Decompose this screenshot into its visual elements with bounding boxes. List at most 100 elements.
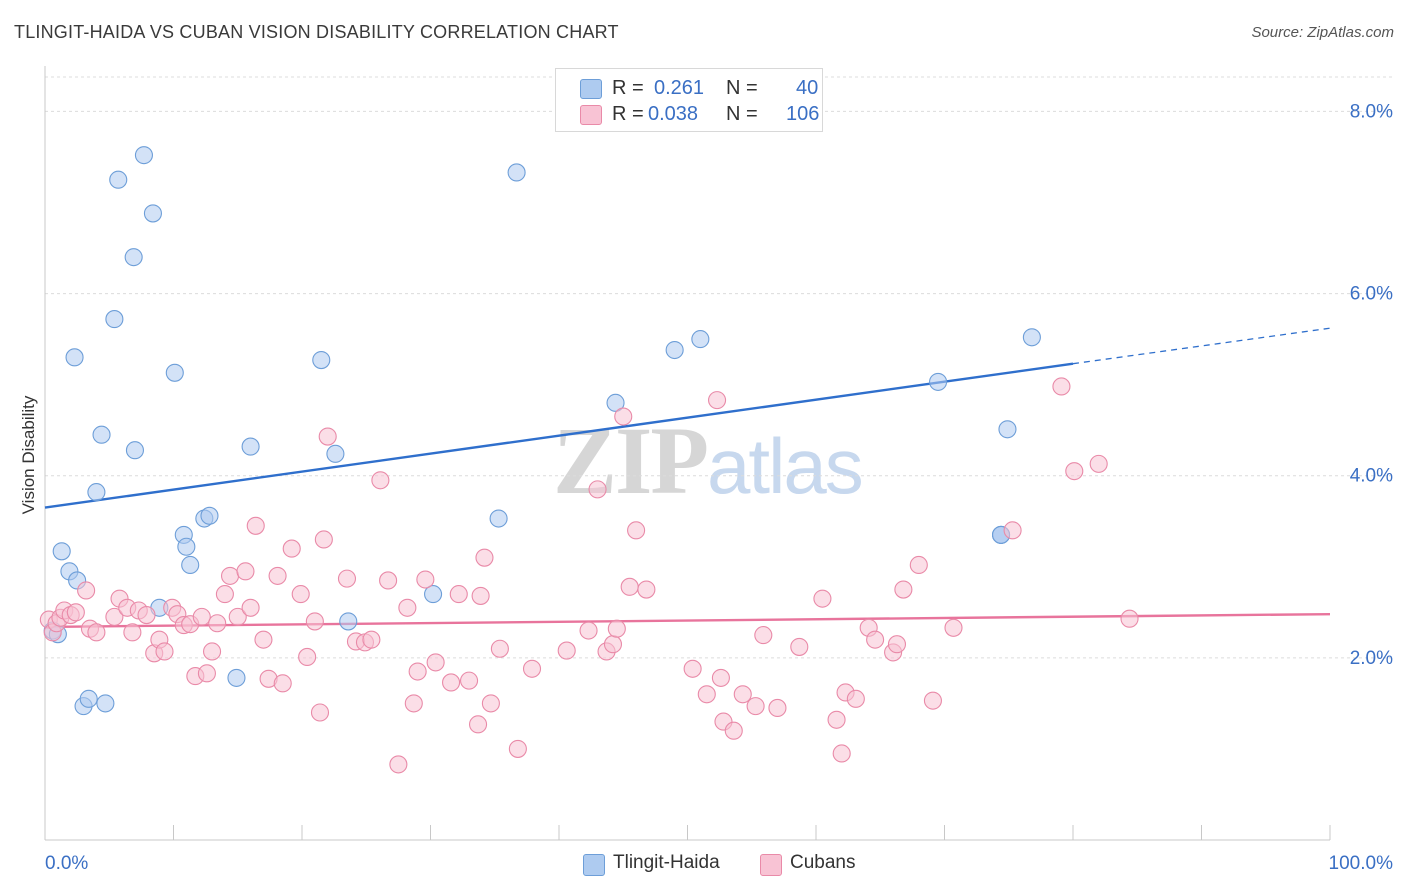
cubans-point [310,703,330,722]
cubans-point [468,715,488,734]
cubans-point [398,598,417,617]
cubans-point [475,548,494,567]
cubans-point [846,689,865,708]
cubans-point [282,539,301,558]
cubans-point [813,589,832,608]
cubans-point [371,471,390,490]
cubans-point [246,516,265,535]
tlingit-haida-point [65,348,84,367]
legend-r-label: R = [612,103,644,125]
cubans-point [909,555,928,575]
bottom-legend-label: Cubans [790,852,856,873]
cubans-point [557,641,576,660]
bottom-legend-label: Tlingit-Haida [613,852,720,873]
cubans-point [508,739,527,758]
cubans-point [1003,521,1022,540]
cubans-point [944,618,963,637]
cubans-point [711,668,730,687]
tlingit-haida-point [507,163,526,182]
cubans-point [614,407,633,426]
cubans-point [337,569,357,588]
cubans-point [620,577,639,596]
cubans-point [305,612,324,631]
tlingit-haida-point [165,363,184,382]
tlingit-haida-point [181,555,200,575]
cubans-point [362,630,381,649]
cubans-point [208,614,227,633]
legend-swatch-tlingit-haida [580,79,602,99]
cubans-point [77,581,96,600]
cubans-point [746,697,765,716]
cubans-point [627,521,646,540]
cubans-point [697,685,716,704]
cubans-point [416,570,435,589]
tlingit-haida-point [691,330,710,349]
cubans-point [1089,454,1108,473]
correlation-legend: R = 0.261 N = 40 R = 0.038 N = 106 [555,68,823,132]
chart-title: TLINGIT-HAIDA VS CUBAN VISION DISABILITY… [14,22,619,42]
cubans-point [459,671,479,690]
cubans-point [87,623,106,642]
tlingit-haida-point [92,425,111,444]
legend-swatch-cubans [580,105,602,125]
cubans-point [1052,377,1071,396]
tlingit-haida-point [177,537,196,556]
cubans-point [228,607,247,626]
cubans-point [923,691,942,710]
y-tick-label: 8.0% [1350,101,1393,122]
tlingit-haida-point [105,310,124,329]
cubans-point [298,647,317,666]
legend-n-label: N = [726,77,758,99]
cubans-point [733,685,752,704]
cubans-point [827,710,846,729]
y-tick-label: 6.0% [1350,284,1393,305]
cubans-point [236,562,255,581]
tlingit-haida-point [998,420,1017,439]
tlingit-haida-point [929,372,948,391]
cubans-point [254,630,273,649]
cubans-point [866,630,885,649]
cubans-point [754,626,773,645]
cubans-point [481,694,500,713]
cubans-point [607,619,626,638]
cubans-point [588,480,607,499]
cubans-point [1120,609,1139,628]
tlingit-haida-point [109,170,128,189]
tlingit-haida-point [87,483,106,502]
legend-r-value: 0.038 [648,103,699,125]
tlingit-haida-point [79,689,98,708]
axes [44,66,1331,841]
cubans-point [637,580,656,599]
cubans-point [408,662,427,681]
cubans-point [683,659,702,678]
cubans-point [268,566,287,585]
cubans-point [273,674,292,693]
cubans-trend-line [44,612,1331,629]
cubans-point [314,530,333,549]
cubans-point [790,637,809,656]
cubans-point [197,664,216,683]
cubans-point [708,391,727,410]
cubans-point [579,621,598,640]
tlingit-haida-point [606,393,625,412]
cubans-point [379,571,398,590]
cubans-point [768,698,787,717]
tlingit-haida-point [424,585,443,604]
trend-lines [44,327,1331,629]
cubans-point [724,721,743,740]
cubans-point [203,642,222,661]
bottom-legend-swatch [583,854,605,876]
tlingit-haida-trend-line [44,362,1074,509]
tlingit-haida-point [134,146,153,165]
tlingit-haida-point [312,351,331,370]
cubans-point [220,566,240,585]
y-tick-label: 2.0% [1350,648,1393,669]
bottom-legend-swatch [760,854,782,876]
legend-r-label: R = [612,77,644,99]
tlingit-haida-point [227,668,246,687]
tlingit-haida-point [326,444,345,463]
cubans-point [123,623,142,642]
tlingit-haida-trend-extension [1072,327,1331,365]
tlingit-haida-point [124,248,143,267]
